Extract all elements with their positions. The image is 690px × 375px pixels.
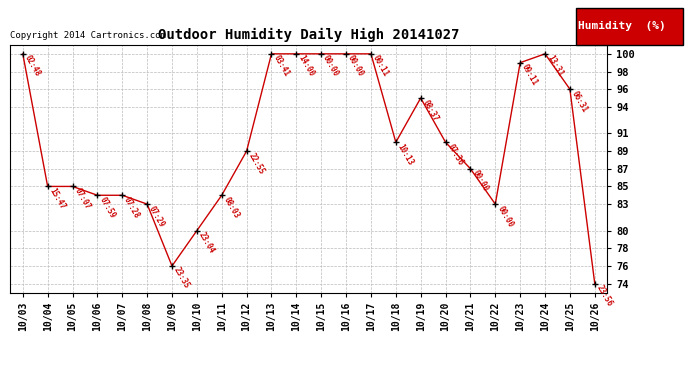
Text: 23:35: 23:35 [172, 266, 191, 291]
Text: 10:13: 10:13 [396, 142, 415, 167]
Text: 08:37: 08:37 [421, 98, 440, 123]
Text: 00:11: 00:11 [371, 54, 391, 78]
Text: 15:47: 15:47 [48, 186, 67, 211]
Text: 07:07: 07:07 [72, 186, 92, 211]
Text: 06:31: 06:31 [570, 89, 589, 114]
Text: 23:04: 23:04 [197, 231, 216, 255]
Text: 00:00: 00:00 [471, 169, 490, 193]
Text: 07:29: 07:29 [147, 204, 166, 229]
Text: 03:41: 03:41 [271, 54, 290, 78]
Text: 23:56: 23:56 [595, 284, 614, 308]
Text: 07:36: 07:36 [446, 142, 465, 167]
Text: 00:00: 00:00 [322, 54, 341, 78]
Text: 00:00: 00:00 [346, 54, 366, 78]
Text: 14:00: 14:00 [296, 54, 316, 78]
Text: 07:59: 07:59 [97, 195, 117, 220]
Text: 08:03: 08:03 [221, 195, 241, 220]
Text: Humidity  (%): Humidity (%) [578, 21, 666, 30]
Text: 07:28: 07:28 [122, 195, 141, 220]
Title: Outdoor Humidity Daily High 20141027: Outdoor Humidity Daily High 20141027 [158, 28, 460, 42]
Text: Copyright 2014 Cartronics.com: Copyright 2014 Cartronics.com [10, 31, 166, 40]
Text: 02:48: 02:48 [23, 54, 42, 78]
Text: 09:11: 09:11 [520, 63, 540, 87]
Text: 13:31: 13:31 [545, 54, 564, 78]
Text: 22:55: 22:55 [246, 151, 266, 176]
Text: 00:00: 00:00 [495, 204, 515, 229]
